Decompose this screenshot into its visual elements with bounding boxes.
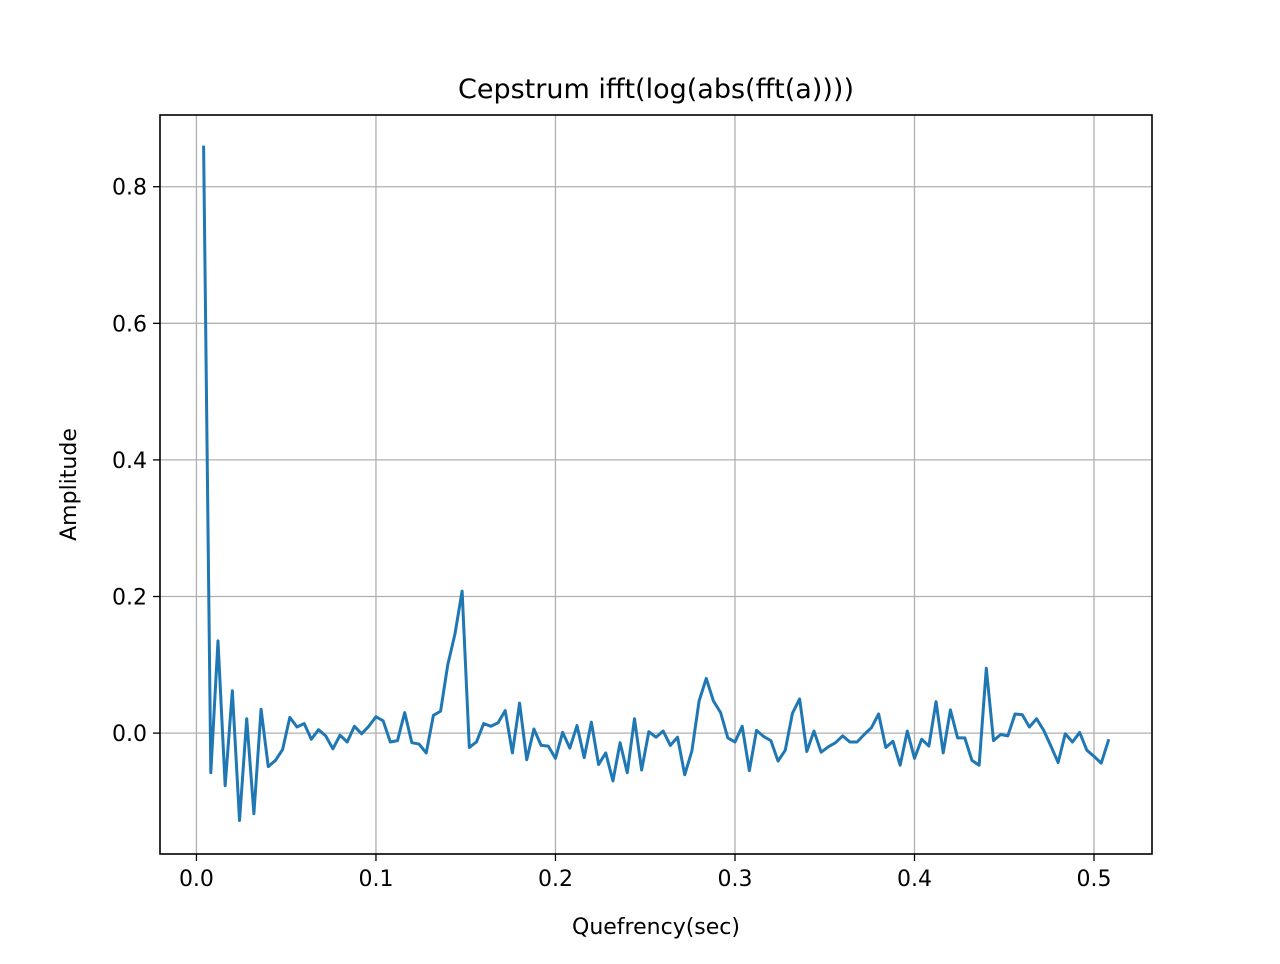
x-tick-label: 0.2 [538, 867, 573, 892]
y-tick-label: 0.2 [112, 586, 147, 611]
chart-title: Cepstrum ifft(log(abs(fft(a)))) [458, 74, 854, 105]
x-tick-label: 0.1 [358, 867, 393, 892]
plot-frame [159, 114, 1153, 855]
x-tick-label: 0.0 [179, 867, 214, 892]
x-tick-label: 0.4 [897, 867, 932, 892]
x-axis-title: Quefrency(sec) [572, 915, 740, 940]
y-axis-title: Amplitude [57, 428, 82, 541]
y-tick-label: 0.8 [112, 176, 147, 201]
y-tick-label: 0.4 [112, 449, 147, 474]
series-line-0 [202, 145, 1111, 823]
x-tick-label: 0.5 [1077, 867, 1112, 892]
x-tick-label: 0.3 [717, 867, 752, 892]
grid-lines [160, 115, 1152, 854]
y-tick-label: 0.6 [112, 312, 147, 337]
y-tick-label: 0.0 [112, 722, 147, 747]
series-layer [202, 145, 1111, 823]
axis-ticks: 0.0 0.1 0.2 0.3 0.4 0.5 0.0 0.2 0.4 0.6 0.8 [112, 176, 1112, 892]
